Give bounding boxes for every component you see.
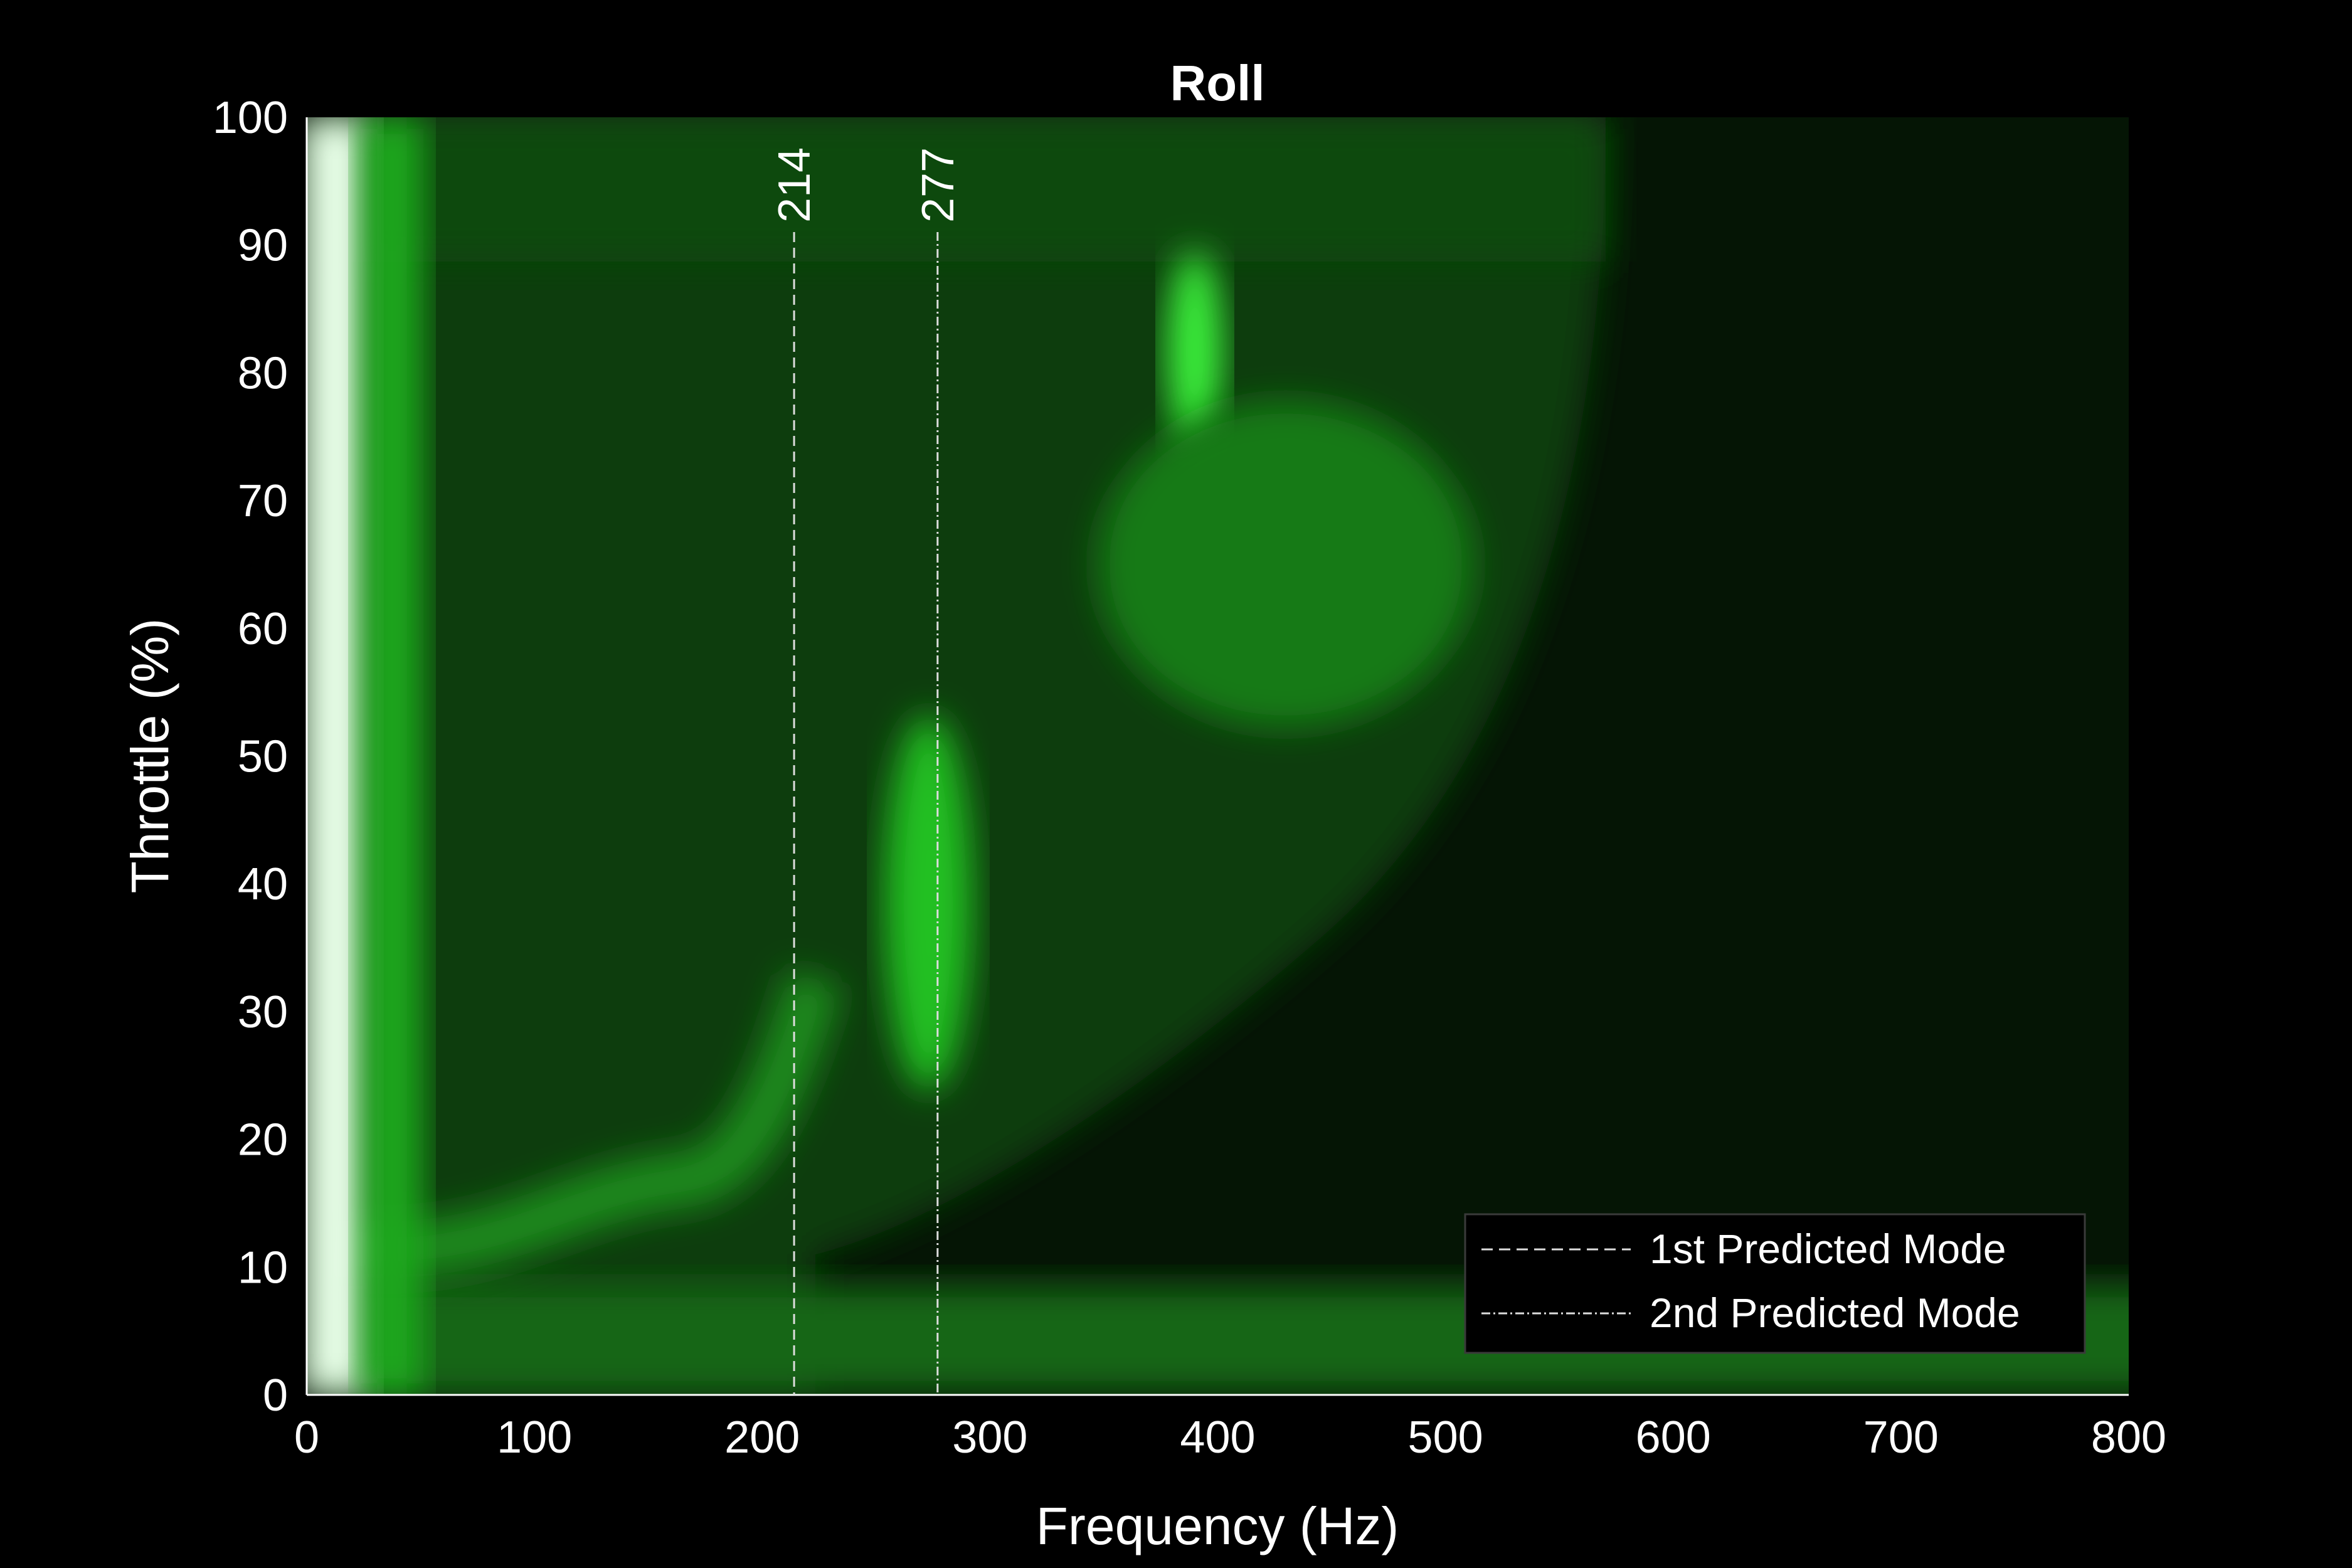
legend: 1st Predicted Mode 2nd Predicted Mode bbox=[1464, 1213, 2086, 1354]
x-tick-label: 500 bbox=[1408, 1412, 1483, 1463]
y-tick-label: 40 bbox=[238, 859, 288, 909]
y-tick-label: 30 bbox=[238, 987, 288, 1037]
heatmap-high-throttle-band bbox=[351, 117, 1606, 262]
x-tick-label: 700 bbox=[1863, 1412, 1939, 1463]
x-tick-label: 100 bbox=[497, 1412, 572, 1463]
heatmap-bottom-curve bbox=[349, 970, 842, 1278]
heatmap-mode-ridge bbox=[884, 715, 972, 1091]
x-tick-label: 0 bbox=[294, 1412, 319, 1463]
predicted-mode-lines: 214 277 bbox=[770, 147, 963, 1395]
y-axis-title: Throttle (%) bbox=[120, 618, 179, 894]
legend-label-1st-mode: 1st Predicted Mode bbox=[1650, 1226, 2006, 1272]
y-tick-label: 100 bbox=[213, 93, 288, 143]
x-tick-label: 200 bbox=[724, 1412, 800, 1463]
y-tick-label: 10 bbox=[238, 1242, 288, 1293]
y-tick-label: 70 bbox=[238, 476, 288, 526]
y-tick-label: 0 bbox=[263, 1370, 288, 1421]
legend-label-2nd-mode: 2nd Predicted Mode bbox=[1650, 1290, 2020, 1336]
y-axis: 0 10 20 30 40 50 60 70 80 90 100 bbox=[213, 93, 308, 1421]
y-tick-label: 90 bbox=[238, 221, 288, 271]
x-tick-label: 400 bbox=[1180, 1412, 1255, 1463]
y-tick-label: 20 bbox=[238, 1115, 288, 1165]
x-tick-label: 800 bbox=[2091, 1412, 2166, 1463]
heatmap-upper-ridge bbox=[1167, 251, 1223, 452]
predicted-mode-label-2: 277 bbox=[913, 147, 963, 223]
heatmap-upper-cluster bbox=[1098, 401, 1474, 728]
heatmap-low-frequency-band bbox=[307, 117, 370, 1395]
heatmap-area bbox=[307, 117, 2129, 1395]
x-tick-label: 600 bbox=[1636, 1412, 1711, 1463]
y-tick-label: 50 bbox=[238, 732, 288, 782]
x-axis-title: Frequency (Hz) bbox=[1036, 1496, 1399, 1555]
heatmap-low-frequency-edge bbox=[361, 117, 423, 1395]
chart-title: Roll bbox=[1170, 55, 1264, 111]
legend-box bbox=[1464, 1213, 2086, 1354]
predicted-mode-label-1: 214 bbox=[770, 147, 820, 223]
x-axis: 0 100 200 300 400 500 600 700 800 bbox=[294, 1394, 2166, 1463]
y-tick-label: 80 bbox=[238, 348, 288, 398]
x-tick-label: 300 bbox=[952, 1412, 1027, 1463]
y-tick-label: 60 bbox=[238, 604, 288, 654]
